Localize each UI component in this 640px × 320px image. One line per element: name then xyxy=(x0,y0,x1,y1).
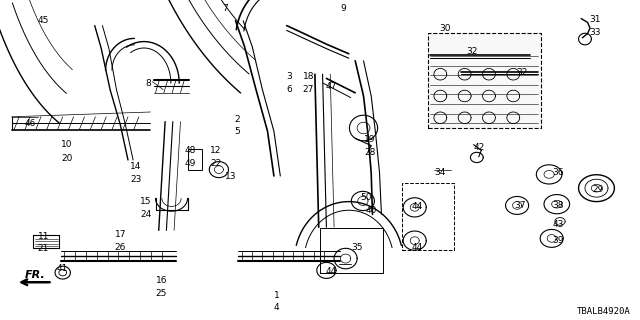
Text: 32: 32 xyxy=(516,68,527,76)
Text: 16: 16 xyxy=(156,276,167,285)
Text: TBALB4920A: TBALB4920A xyxy=(577,307,630,316)
Text: 6: 6 xyxy=(287,85,292,94)
Text: 27: 27 xyxy=(303,85,314,94)
Text: 8: 8 xyxy=(146,79,151,88)
Text: 35: 35 xyxy=(351,243,363,252)
Text: 15: 15 xyxy=(140,197,152,206)
Text: 5: 5 xyxy=(234,127,239,136)
Text: 24: 24 xyxy=(140,210,152,219)
Text: 46: 46 xyxy=(25,119,36,128)
Text: 9: 9 xyxy=(341,4,346,12)
Text: 44: 44 xyxy=(412,243,423,252)
Text: 29: 29 xyxy=(593,185,604,194)
Text: 43: 43 xyxy=(552,220,564,229)
Text: 42: 42 xyxy=(473,143,484,152)
Text: 21: 21 xyxy=(38,244,49,253)
Text: 44: 44 xyxy=(326,267,337,276)
Text: 44: 44 xyxy=(412,202,423,211)
Text: 26: 26 xyxy=(115,243,126,252)
Text: 49: 49 xyxy=(185,159,196,168)
Text: 37: 37 xyxy=(514,201,525,210)
Text: 34: 34 xyxy=(435,168,446,177)
Text: 30: 30 xyxy=(439,24,451,33)
Text: 39: 39 xyxy=(552,236,564,245)
Text: 47: 47 xyxy=(326,82,337,91)
Text: 38: 38 xyxy=(552,201,564,210)
Text: 14: 14 xyxy=(130,162,141,171)
Text: 10: 10 xyxy=(61,140,73,149)
Text: 13: 13 xyxy=(225,172,236,180)
Text: 41: 41 xyxy=(57,264,68,273)
Text: 12: 12 xyxy=(210,146,221,155)
Text: 45: 45 xyxy=(38,16,49,25)
Text: 36: 36 xyxy=(552,168,564,177)
Bar xyxy=(428,33,541,128)
Text: 2: 2 xyxy=(234,115,239,124)
Text: 48: 48 xyxy=(185,146,196,155)
Text: 7: 7 xyxy=(223,4,228,12)
Text: 50: 50 xyxy=(360,193,372,202)
Text: 4: 4 xyxy=(274,303,279,312)
Text: 3: 3 xyxy=(287,72,292,81)
Text: 28: 28 xyxy=(364,148,376,156)
Text: 32: 32 xyxy=(467,47,478,56)
Text: 31: 31 xyxy=(589,15,601,24)
Text: 17: 17 xyxy=(115,230,126,239)
Text: 40: 40 xyxy=(365,206,377,215)
Text: 18: 18 xyxy=(303,72,314,81)
Bar xyxy=(402,183,454,250)
Text: 11: 11 xyxy=(38,232,49,241)
Text: 20: 20 xyxy=(61,154,73,163)
Text: 1: 1 xyxy=(274,291,279,300)
Text: 33: 33 xyxy=(589,28,601,36)
Text: 25: 25 xyxy=(156,289,167,298)
Text: FR.: FR. xyxy=(25,269,45,280)
Text: 22: 22 xyxy=(210,159,221,168)
Text: 23: 23 xyxy=(130,175,141,184)
Text: 19: 19 xyxy=(364,135,376,144)
